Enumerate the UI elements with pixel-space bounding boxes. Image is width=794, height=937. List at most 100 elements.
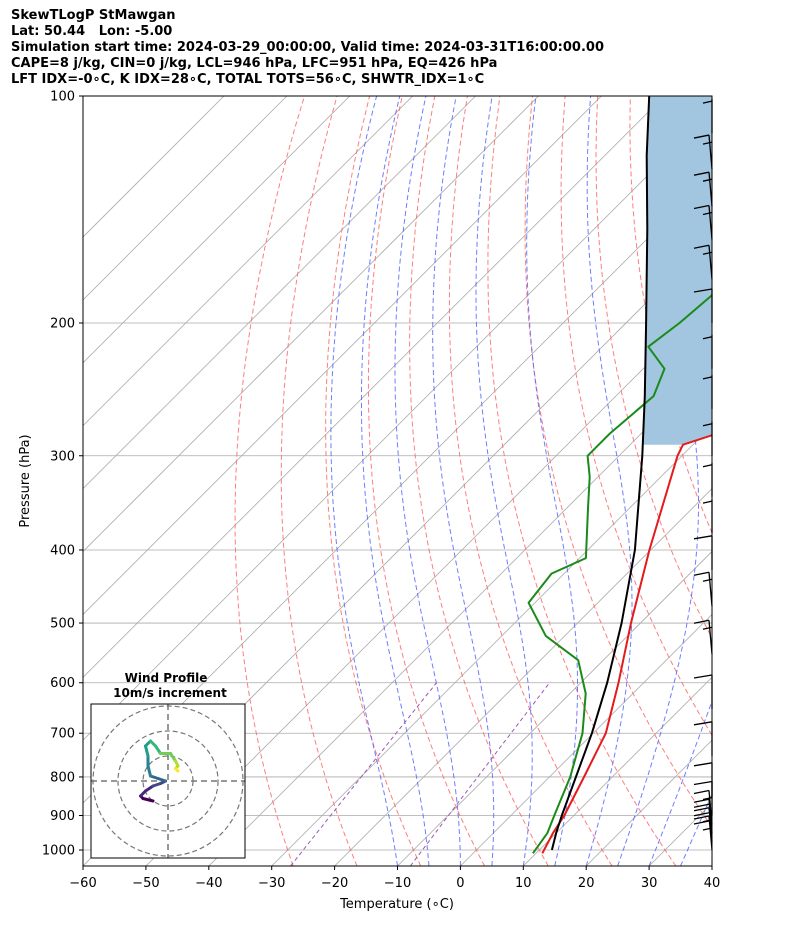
- cape-line: CAPE=8 j/kg, CIN=0 j/kg, LCL=946 hPa, LF…: [11, 56, 498, 71]
- barb-flag: [693, 815, 710, 820]
- background-lines: [83, 96, 794, 866]
- hodograph-segment: [141, 797, 155, 803]
- x-tick-label: −40: [195, 876, 222, 891]
- dry-adiabat: [560, 96, 712, 737]
- moist-adiabat: [648, 699, 712, 866]
- dry-adiabat: [234, 96, 305, 866]
- dry-adiabat: [325, 96, 422, 866]
- hodograph-border: [90, 703, 246, 859]
- x-tick-label: −50: [132, 876, 159, 891]
- x-axis-label: Temperature (∘C): [339, 897, 454, 912]
- barb-flag: [693, 807, 710, 812]
- moist-adiabat: [330, 96, 398, 866]
- dry-adiabat: [728, 96, 794, 866]
- chart-title: SkewTLogP StMawgan: [11, 8, 176, 23]
- isotherm-line: [83, 96, 476, 490]
- dry-adiabat: [448, 96, 613, 866]
- barb-flag: [693, 288, 713, 293]
- barb-flag: [693, 798, 710, 803]
- isotherm-line: [460, 613, 712, 866]
- barb-half: [702, 336, 713, 340]
- barb-flag: [693, 780, 713, 786]
- y-tick-label: 700: [50, 727, 75, 742]
- y-tick-label: 1000: [42, 844, 75, 859]
- isotherm-line: [208, 362, 712, 866]
- hodograph-subtitle: 10m/s increment: [113, 686, 227, 700]
- isotherm-line: [334, 488, 712, 866]
- hodograph-title: Wind Profile: [125, 671, 208, 685]
- barb-flag: [693, 244, 710, 249]
- barb-half: [702, 376, 713, 380]
- temperature-line: [541, 434, 712, 854]
- barb-flag: [693, 134, 710, 139]
- cape-area: [642, 96, 712, 445]
- moist-adiabat: [361, 96, 430, 866]
- y-tick-label: 500: [50, 617, 75, 632]
- barb-flag: [693, 674, 713, 679]
- dry-adiabat: [280, 96, 358, 866]
- barb-flag: [693, 721, 713, 726]
- barb-flag: [693, 571, 710, 576]
- y-tick-label: 800: [50, 770, 75, 785]
- indices-line: LFT IDX=-0∘C, K IDX=28∘C, TOTAL TOTS=56∘…: [11, 72, 485, 87]
- dry-adiabat: [367, 96, 485, 866]
- y-tick-label: 100: [50, 90, 75, 105]
- isotherm-line: [83, 96, 225, 238]
- axes: Temperature (∘C) Pressure (hPa): [18, 95, 713, 912]
- isotherm-line: [271, 425, 712, 866]
- dry-adiabat: [524, 96, 712, 829]
- isotherm-line: [83, 96, 288, 301]
- isotherm-line: [711, 865, 712, 866]
- parcel-line: [550, 96, 651, 851]
- moist-adiabat: [711, 864, 712, 866]
- barb-flag: [693, 619, 710, 624]
- x-tick-label: 0: [456, 876, 464, 891]
- barb-half: [702, 141, 713, 145]
- barb-half: [702, 500, 713, 504]
- dry-adiabat: [409, 96, 549, 866]
- isotherm-line: [83, 96, 351, 364]
- barb-half: [702, 251, 713, 255]
- isotherm-line: [83, 110, 712, 741]
- barb-half: [702, 796, 713, 801]
- isotherm-line: [145, 299, 712, 866]
- dewpoint-line: [527, 293, 712, 854]
- axis-ticks: −60 −50 −40 −30 −20 −10 0 10 20 30 40 100 200 300 400 5…: [42, 90, 720, 892]
- profile-lines: [527, 96, 712, 854]
- x-tick-label: 30: [641, 876, 658, 891]
- hodograph-segment: [174, 767, 180, 773]
- moist-adiabat: [680, 793, 712, 866]
- hodograph-segment: [169, 752, 177, 763]
- barb-half: [702, 178, 713, 182]
- x-tick-label: 20: [578, 876, 595, 891]
- y-axis-label: Pressure (hPa): [18, 434, 33, 527]
- cape-fill: [642, 96, 712, 445]
- isotherm-line: [83, 96, 539, 553]
- mixing-ratio-line: [409, 682, 550, 866]
- hodograph-ring: [117, 730, 219, 832]
- barb-half: [702, 423, 713, 427]
- x-tick-label: −10: [384, 876, 411, 891]
- hodograph-segment: [154, 744, 162, 755]
- barb-flag: [693, 204, 710, 210]
- isotherm-line: [83, 96, 602, 615]
- y-tick-label: 300: [50, 449, 75, 464]
- moist-adiabat: [394, 96, 461, 866]
- hodograph-inset: Wind Profile 10m/s increment: [90, 671, 246, 859]
- x-tick-label: −20: [321, 876, 348, 891]
- barb-flag: [693, 803, 710, 808]
- time-line: Simulation start time: 2024-03-29_00:00:…: [11, 40, 604, 55]
- isotherm-line: [775, 96, 794, 866]
- barb-half: [702, 464, 713, 468]
- moist-adiabat: [526, 96, 578, 866]
- isotherm-line: [83, 96, 413, 427]
- chart-title-block: SkewTLogP StMawgan Lat: 50.44 Lon: -5.00…: [11, 8, 604, 88]
- moist-adiabat: [617, 96, 699, 866]
- x-tick-label: −30: [258, 876, 285, 891]
- hodograph-segment: [146, 764, 152, 778]
- barb-flag: [693, 812, 710, 817]
- barb-flag: [693, 535, 713, 540]
- barb-flag: [693, 789, 710, 795]
- y-tick-label: 900: [50, 809, 75, 824]
- y-tick-label: 600: [50, 676, 75, 691]
